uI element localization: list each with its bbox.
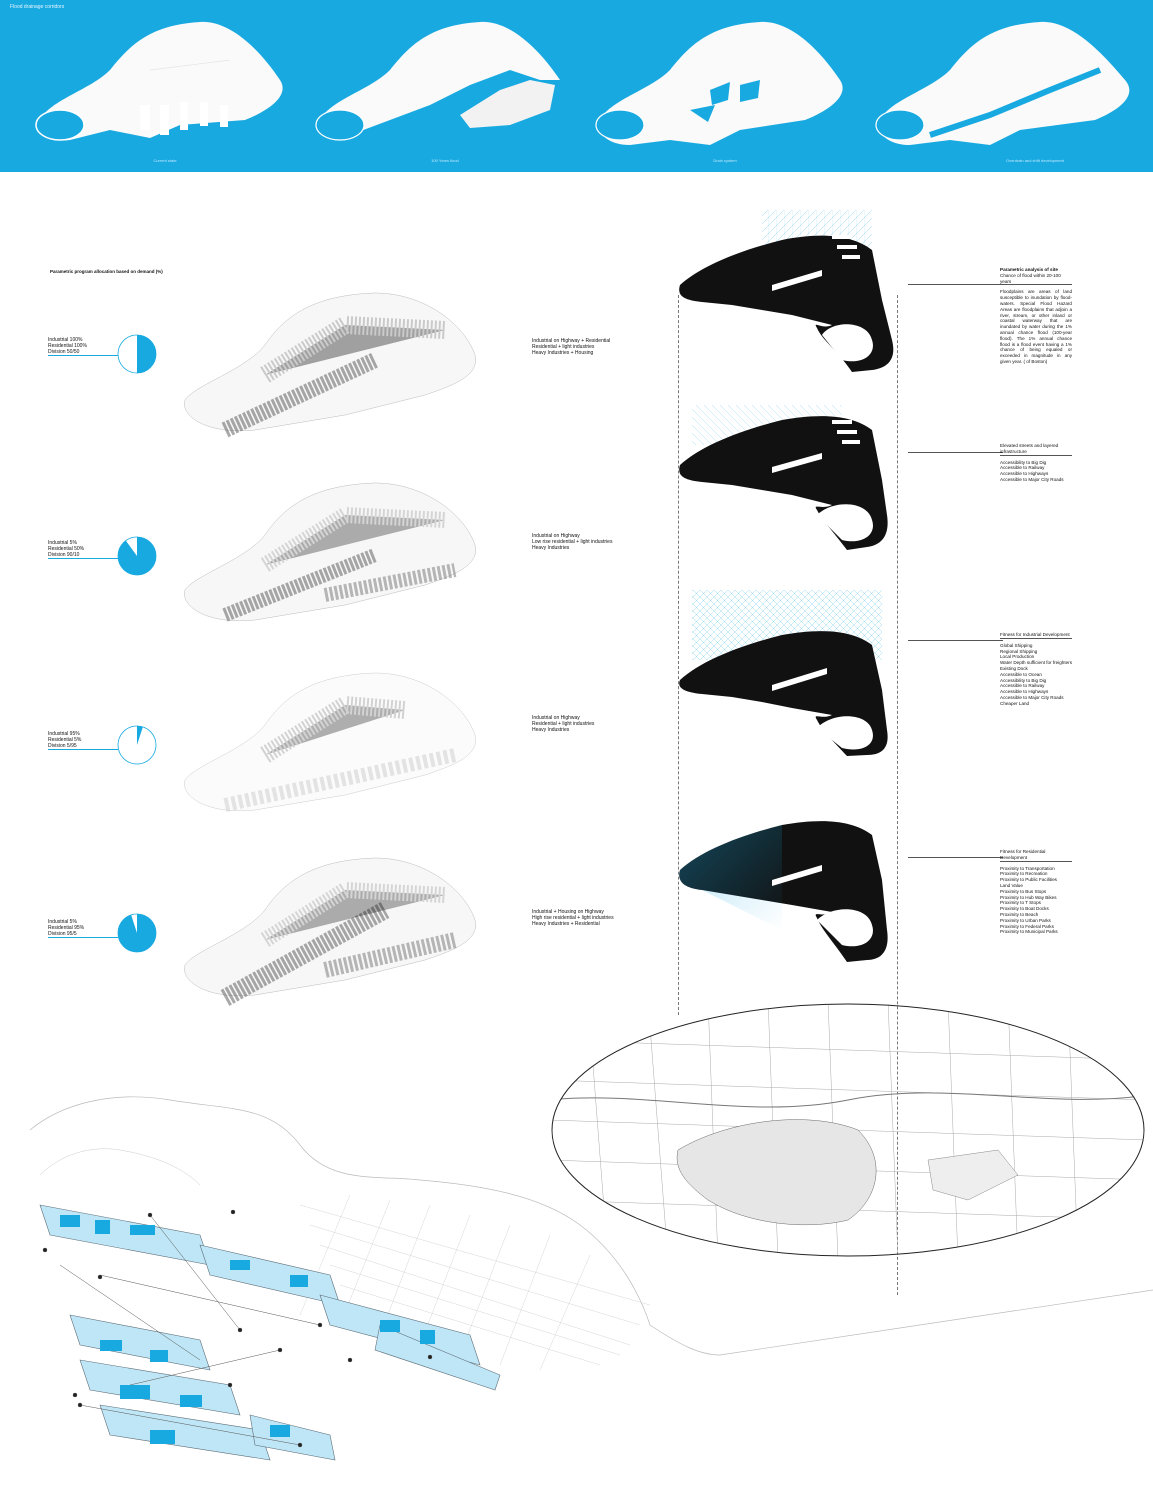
industrial-fitness-map: [679, 590, 888, 756]
allocation-title: Parametric program allocation based on d…: [50, 269, 163, 274]
scenario-1-leader: [48, 355, 118, 356]
phase-label-4: Overdrain and shift development: [1006, 158, 1064, 163]
iso-model-4: [184, 857, 476, 1006]
scenario-4-leader: [48, 937, 118, 938]
analysis-title: Parametric analysis of site: [1000, 267, 1058, 272]
iso-model-2: [184, 482, 476, 622]
scenario-1-pie: [117, 334, 157, 374]
context-map-ellipse: [551, 1003, 1145, 1257]
scenario-1-text: Industrial 100% Residential 100% Divisio…: [48, 337, 87, 355]
phase-label-1: Current state: [153, 158, 177, 163]
scenario-4-text: Industrial 5% Residential 95% Division 9…: [48, 919, 85, 937]
phase-map-3: [595, 21, 843, 145]
analysis-block-1: Parametric analysis of site Chance of fl…: [1000, 267, 1072, 365]
analysis-block-4: Fitness for Residential Development Prox…: [1000, 849, 1072, 935]
residential-fitness-map: [679, 821, 888, 962]
dashed-guide-right: [897, 295, 898, 1295]
analysis-heading-1: Chance of flood within 20-100 years: [1000, 273, 1072, 286]
analysis-leader-2: [908, 452, 1003, 453]
analysis-heading-2: Elevated streets and layered infrastruct…: [1000, 443, 1072, 456]
scenario-4-pie: [117, 913, 157, 953]
analysis-leader-4: [908, 857, 1003, 858]
iso-model-1: [184, 292, 476, 438]
flood-chance-map: [679, 210, 894, 372]
development-plan: [29, 1096, 1153, 1461]
scenario-3-text: Industrial 95% Residential 5% Division 5…: [48, 731, 82, 749]
scenario-2-pie: [117, 536, 157, 576]
dashed-guide-left: [678, 295, 679, 1015]
scenario-1-notes: Industrial on Highway + Residential Resi…: [532, 338, 611, 356]
band-title: Flood drainage corridors: [10, 4, 65, 10]
analysis-heading-3: Fitness for Industrial Development: [1000, 632, 1072, 639]
pie-slice: [117, 537, 156, 575]
analysis-block-3: Fitness for Industrial Development Globa…: [1000, 632, 1072, 706]
pie-slice: [118, 914, 157, 952]
phase-map-4: [875, 21, 1130, 145]
phase-map-2: [315, 21, 560, 141]
infrastructure-map: [679, 405, 888, 550]
phase-label-2: 100 Years flood: [431, 158, 459, 163]
scenario-2-text: Industrial 5% Residential 50% Division 9…: [48, 540, 85, 558]
analysis-block-2: Elevated streets and layered infrastruct…: [1000, 443, 1072, 483]
analysis-leader-3: [908, 640, 1003, 641]
scenario-3-notes: Industrial on Highway Residential + ligh…: [532, 715, 595, 733]
phase-label-3: Drain system: [713, 158, 737, 163]
scenario-3-leader: [48, 749, 118, 750]
pie-slice: [137, 726, 143, 745]
header-band: Flood drainage corridors Current state 1…: [0, 0, 1153, 172]
iso-model-3: [184, 672, 476, 812]
pie-slice: [137, 335, 156, 373]
analysis-body-1: Floodplains are areas of land susceptibl…: [1000, 289, 1072, 364]
scenario-4-notes: Industrial + Housing on Highway High ris…: [532, 909, 614, 927]
scenario-3-pie: [117, 725, 157, 765]
phase-map-1: [35, 21, 283, 141]
scenario-2-notes: Industrial on Highway Low rise residenti…: [532, 533, 613, 551]
analysis-heading-4: Fitness for Residential Development: [1000, 849, 1072, 862]
scenario-2-leader: [48, 558, 118, 559]
analysis-leader-1: [908, 284, 1003, 285]
